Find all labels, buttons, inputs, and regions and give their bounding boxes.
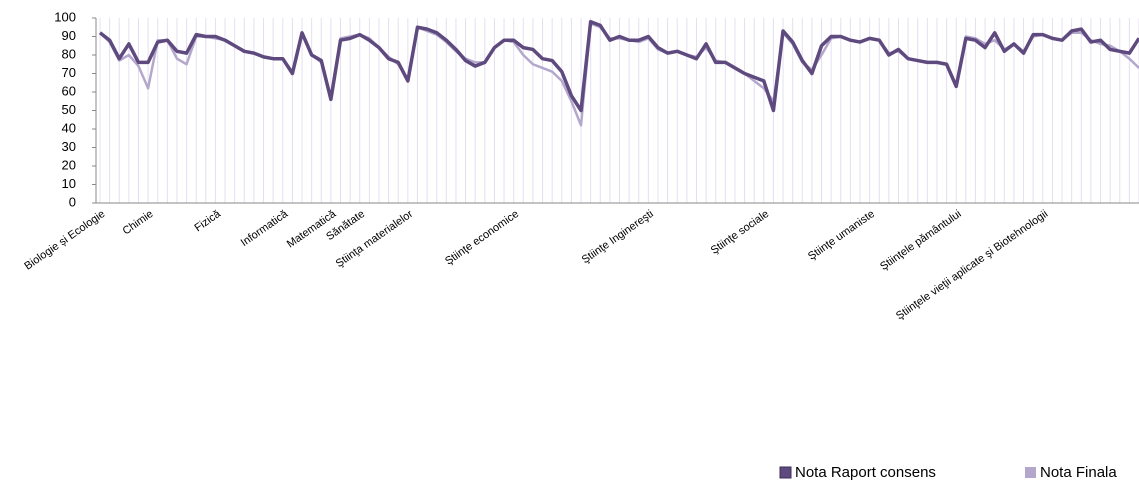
y-tick-label: 70 — [62, 65, 76, 80]
y-tick-label: 50 — [62, 102, 76, 117]
y-tick-label: 0 — [69, 194, 76, 209]
legend-label: Nota Finala — [1040, 464, 1117, 481]
y-tick-label: 40 — [62, 120, 76, 135]
y-tick-label: 10 — [62, 176, 76, 191]
x-tick-label: Ştiinţele vieţii aplicate şi Biotehnolog… — [894, 208, 1050, 322]
x-tick-label: Informatică — [239, 208, 291, 250]
y-tick-label: 90 — [62, 28, 76, 43]
x-tick-label: Ştiinţe sociale — [709, 208, 771, 257]
y-tick-label: 80 — [62, 46, 76, 61]
y-tick-label: 30 — [62, 139, 76, 154]
legend-swatch — [1025, 467, 1036, 478]
x-tick-label: Biologie și Ecologie — [22, 208, 107, 273]
x-tick-label: Ştiinţe umaniste — [806, 208, 877, 263]
x-tick-label: Ştiinţe Inginereşti — [580, 208, 656, 266]
legend-swatch — [779, 466, 792, 479]
x-tick-label: Ştiinţele pământului — [878, 208, 964, 273]
x-tick-label: Ştiinţe economice — [443, 208, 521, 268]
y-tick-label: 100 — [54, 9, 76, 24]
legend-label: Nota Raport consens — [795, 464, 936, 481]
x-tick-label: Fizică — [192, 208, 223, 235]
y-tick-label: 60 — [62, 83, 76, 98]
x-tick-label: Chimie — [121, 208, 156, 237]
series-line — [98, 19, 1139, 113]
y-tick-label: 20 — [62, 157, 76, 172]
